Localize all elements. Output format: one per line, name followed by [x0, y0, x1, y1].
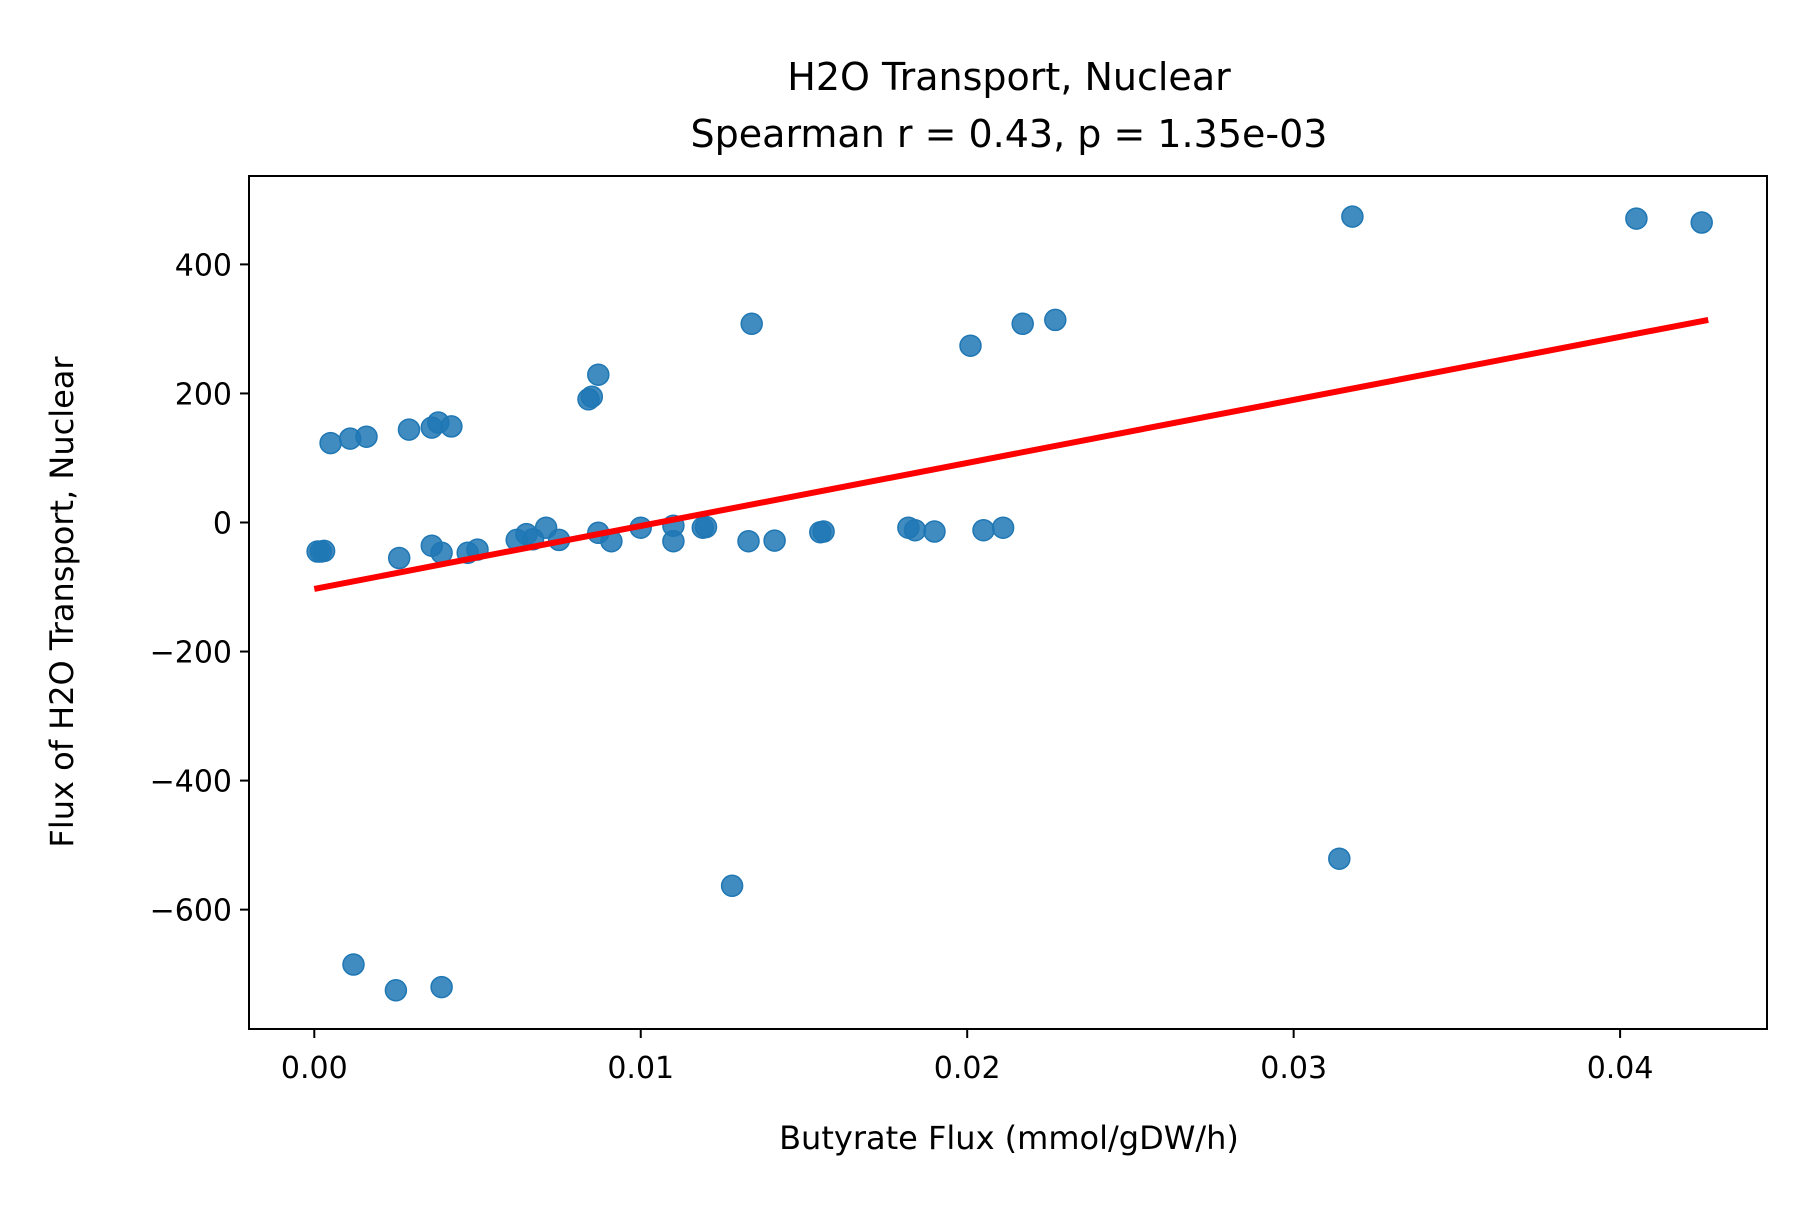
x-axis-ticks: 0.00 0.01 0.02 0.03 0.04	[281, 1029, 1654, 1086]
scatter-point	[430, 975, 453, 999]
scatter-point	[587, 363, 610, 386]
scatter-point	[740, 312, 763, 336]
scatter-point	[959, 334, 982, 357]
y-tick-label: 400	[175, 248, 232, 283]
scatter-point	[355, 425, 378, 448]
scatter-point	[903, 518, 927, 542]
scatter-point	[397, 418, 421, 441]
scatter-point	[694, 515, 718, 539]
scatter-point	[1011, 312, 1034, 336]
scatter-point	[737, 529, 760, 553]
scatter-point	[387, 546, 411, 570]
y-axis-ticks: −600 −400 −200 0 200 400	[150, 248, 249, 929]
scatter-point	[384, 979, 408, 1002]
scatter-point	[1690, 211, 1713, 234]
scatter-point	[1044, 308, 1067, 332]
scatter-point	[991, 516, 1015, 539]
scatter-point	[763, 529, 786, 552]
scatter-point	[1341, 205, 1364, 228]
scatter-point	[580, 385, 604, 408]
x-axis-label: Butyrate Flux (mmol/gDW/h)	[779, 1119, 1239, 1157]
chart-subtitle: Spearman r = 0.43, p = 1.35e-03	[691, 112, 1328, 156]
scatter-point	[923, 520, 946, 543]
scatter-point	[342, 953, 365, 976]
scatter-point	[440, 415, 463, 438]
x-tick-label: 0.03	[1260, 1051, 1327, 1086]
scatter-point	[1625, 207, 1648, 230]
chart-title: H2O Transport, Nuclear	[787, 55, 1231, 99]
x-tick-label: 0.02	[934, 1051, 1001, 1086]
y-tick-label: −600	[150, 894, 232, 929]
x-tick-label: 0.04	[1587, 1051, 1654, 1086]
y-tick-label: 0	[213, 506, 232, 541]
y-tick-label: −200	[150, 636, 232, 671]
plot-frame	[248, 175, 1768, 1030]
x-tick-label: 0.00	[281, 1051, 348, 1086]
scatter-point	[720, 874, 744, 898]
scatter-point	[812, 520, 835, 543]
scatter-point	[972, 518, 995, 542]
x-tick-label: 0.01	[607, 1051, 674, 1086]
y-axis-label: Flux of H2O Transport, Nuclear	[43, 356, 81, 848]
y-tick-label: −400	[150, 765, 232, 800]
scatter-point	[319, 431, 342, 455]
plot-area	[306, 205, 1713, 1002]
regression-line	[313, 316, 1709, 592]
y-tick-label: 200	[175, 377, 232, 412]
scatter-point	[1328, 847, 1351, 870]
scatter-point	[312, 539, 336, 563]
